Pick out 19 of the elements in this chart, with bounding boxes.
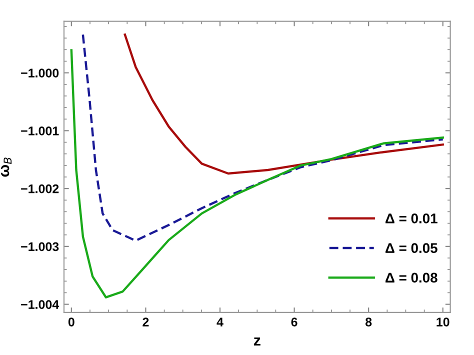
x-tick-label: 4 (216, 318, 224, 326)
y-tick-label: −1.003 (21, 242, 59, 252)
line-series (70, 49, 444, 298)
y-tick-label: −1.001 (21, 126, 59, 136)
x-tick-label: 2 (142, 318, 149, 326)
x-tick-label: 8 (366, 318, 372, 326)
y-tick-label: −1.004 (21, 300, 60, 309)
legend-label: Δ = 0.05 (386, 243, 438, 253)
x-tick-label: 6 (291, 318, 298, 326)
legend-label: Δ = 0.01 (386, 214, 438, 224)
x-tick-label: 10 (436, 318, 450, 326)
x-axis-title: z (254, 337, 260, 346)
line-series (124, 34, 444, 175)
y-axis-title: ω$_{B}$ (0, 158, 12, 177)
legend-label: Δ = 0.08 (386, 272, 438, 283)
line-series (82, 34, 444, 242)
y-tick-label: −1.002 (21, 184, 59, 194)
y-tick-label: −1.000 (21, 68, 59, 78)
x-tick-label: 0 (68, 318, 74, 326)
